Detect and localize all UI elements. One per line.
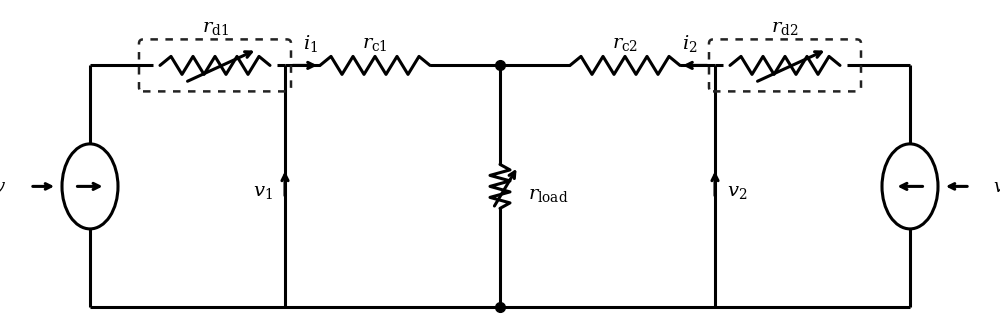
Text: $r_{\rm d1}$: $r_{\rm d1}$ [202, 18, 228, 37]
Text: $v_{\rm ref}+\delta v$: $v_{\rm ref}+\delta v$ [0, 176, 7, 197]
Text: $v_1$: $v_1$ [253, 182, 273, 201]
Text: $r_{\rm c2}$: $r_{\rm c2}$ [612, 34, 638, 53]
Text: $v_2$: $v_2$ [727, 182, 747, 201]
Text: $i_1$: $i_1$ [303, 33, 317, 54]
Text: $i_2$: $i_2$ [682, 33, 698, 54]
Text: $r_{\rm c1}$: $r_{\rm c1}$ [362, 34, 388, 53]
Text: $r_{\rm load}$: $r_{\rm load}$ [528, 185, 568, 204]
Text: $v_{\rm ref}+\delta v$: $v_{\rm ref}+\delta v$ [993, 176, 1000, 197]
Text: $r_{\rm d2}$: $r_{\rm d2}$ [771, 18, 799, 37]
